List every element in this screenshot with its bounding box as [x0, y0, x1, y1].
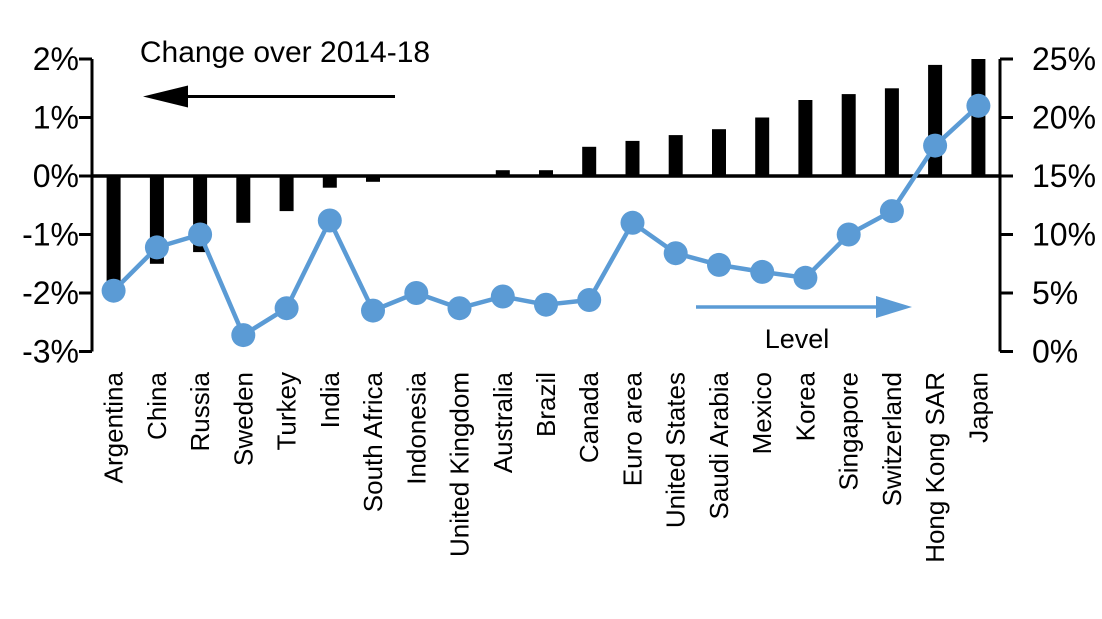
- category-label-turkey: Turkey: [272, 372, 302, 451]
- right-axis-tick-label: 15%: [1032, 158, 1096, 194]
- bar-brazil: [539, 170, 553, 176]
- marker-australia: [490, 284, 515, 309]
- left-axis-tick-label: 2%: [33, 41, 79, 77]
- bar-saudi-arabia: [712, 129, 726, 176]
- category-label-hong-kong-sar: Hong Kong SAR: [920, 372, 950, 563]
- category-axis-labels: Argentina China Russia Sweden Turkey India Sou…: [99, 371, 994, 562]
- bar-series-change: [106, 59, 986, 282]
- marker-switzerland: [879, 199, 904, 224]
- category-label-switzerland: Switzerland: [877, 372, 907, 506]
- marker-japan: [966, 93, 991, 118]
- right-axis-tick-label: 0%: [1032, 334, 1078, 370]
- marker-korea: [793, 265, 818, 290]
- right-axis-labels: 25% 20% 15% 10% 5% 0%: [1032, 41, 1096, 370]
- marker-singapore: [836, 222, 861, 247]
- category-label-sweden: Sweden: [228, 372, 258, 466]
- category-label-canada: Canada: [574, 371, 604, 463]
- category-label-euro-area: Euro area: [617, 371, 647, 486]
- bars-series-caption: Change over 2014-18: [140, 36, 430, 69]
- axes: [79, 57, 1013, 353]
- category-label-australia: Australia: [488, 371, 518, 473]
- bar-hong-kong-sar: [928, 64, 943, 176]
- marker-euro-area: [620, 210, 645, 235]
- category-label-saudi-arabia: Saudi Arabia: [704, 371, 734, 519]
- marker-united-states: [663, 241, 688, 266]
- marker-mexico: [750, 259, 775, 284]
- category-label-russia: Russia: [185, 371, 215, 451]
- bar-australia: [495, 170, 510, 176]
- left-axis-tick-label: -3%: [22, 334, 79, 370]
- category-label-united-kingdom: United Kingdom: [445, 372, 475, 557]
- bar-singapore: [841, 94, 856, 176]
- right-axis-tick-label: 25%: [1032, 41, 1096, 77]
- marker-canada: [577, 288, 602, 312]
- category-label-south-africa: South Africa: [358, 371, 388, 512]
- marker-sweden: [231, 323, 256, 348]
- marker-saudi-arabia: [707, 252, 731, 277]
- category-label-brazil: Brazil: [531, 372, 561, 437]
- bar-switzerland: [884, 88, 899, 177]
- marker-russia: [188, 222, 213, 247]
- category-label-united-states: United States: [661, 372, 691, 528]
- left-axis-tick-label: 0%: [33, 158, 79, 194]
- right-axis-tick-label: 20%: [1032, 100, 1096, 136]
- marker-hong-kong-sar: [923, 133, 948, 158]
- category-label-indonesia: Indonesia: [401, 371, 431, 484]
- marker-turkey: [274, 296, 299, 321]
- right-axis-tick-label: 10%: [1032, 217, 1096, 253]
- category-label-korea: Korea: [790, 371, 820, 441]
- bar-united-states: [668, 135, 683, 176]
- category-label-mexico: Mexico: [747, 372, 777, 454]
- category-label-china: China: [142, 371, 172, 439]
- bar-euro-area: [625, 140, 640, 176]
- left-axis-tick-label: -2%: [22, 275, 79, 311]
- category-label-india: India: [315, 371, 345, 428]
- line-series-caption: Level: [765, 324, 830, 354]
- marker-india: [317, 208, 342, 233]
- marker-china: [144, 235, 169, 260]
- bar-sweden: [236, 176, 251, 223]
- marker-brazil: [534, 292, 558, 317]
- line-series-markers: [101, 93, 991, 348]
- bar-south-africa: [366, 176, 380, 182]
- bar-turkey: [279, 176, 294, 212]
- right-arrow-icon: [876, 296, 912, 318]
- category-label-argentina: Argentina: [99, 371, 129, 483]
- bar-argentina: [106, 176, 121, 282]
- left-arrow-icon: [143, 85, 188, 108]
- bar-korea: [798, 100, 813, 176]
- bar-mexico: [755, 117, 770, 176]
- category-label-japan: Japan: [963, 372, 993, 443]
- right-axis-tick-label: 5%: [1032, 275, 1078, 311]
- left-axis-tick-label: 1%: [33, 100, 79, 136]
- marker-united-kingdom: [447, 296, 472, 321]
- left-axis-tick-label: -1%: [22, 217, 79, 253]
- bar-canada: [582, 146, 597, 177]
- bar-india: [322, 176, 337, 188]
- left-axis-labels: 2% 1% 0% -1% -2% -3%: [22, 41, 79, 370]
- annotations: Change over 2014-18 Level: [140, 36, 912, 354]
- marker-argentina: [101, 278, 126, 303]
- marker-south-africa: [361, 298, 385, 323]
- marker-indonesia: [404, 281, 429, 305]
- category-label-singapore: Singapore: [834, 372, 864, 491]
